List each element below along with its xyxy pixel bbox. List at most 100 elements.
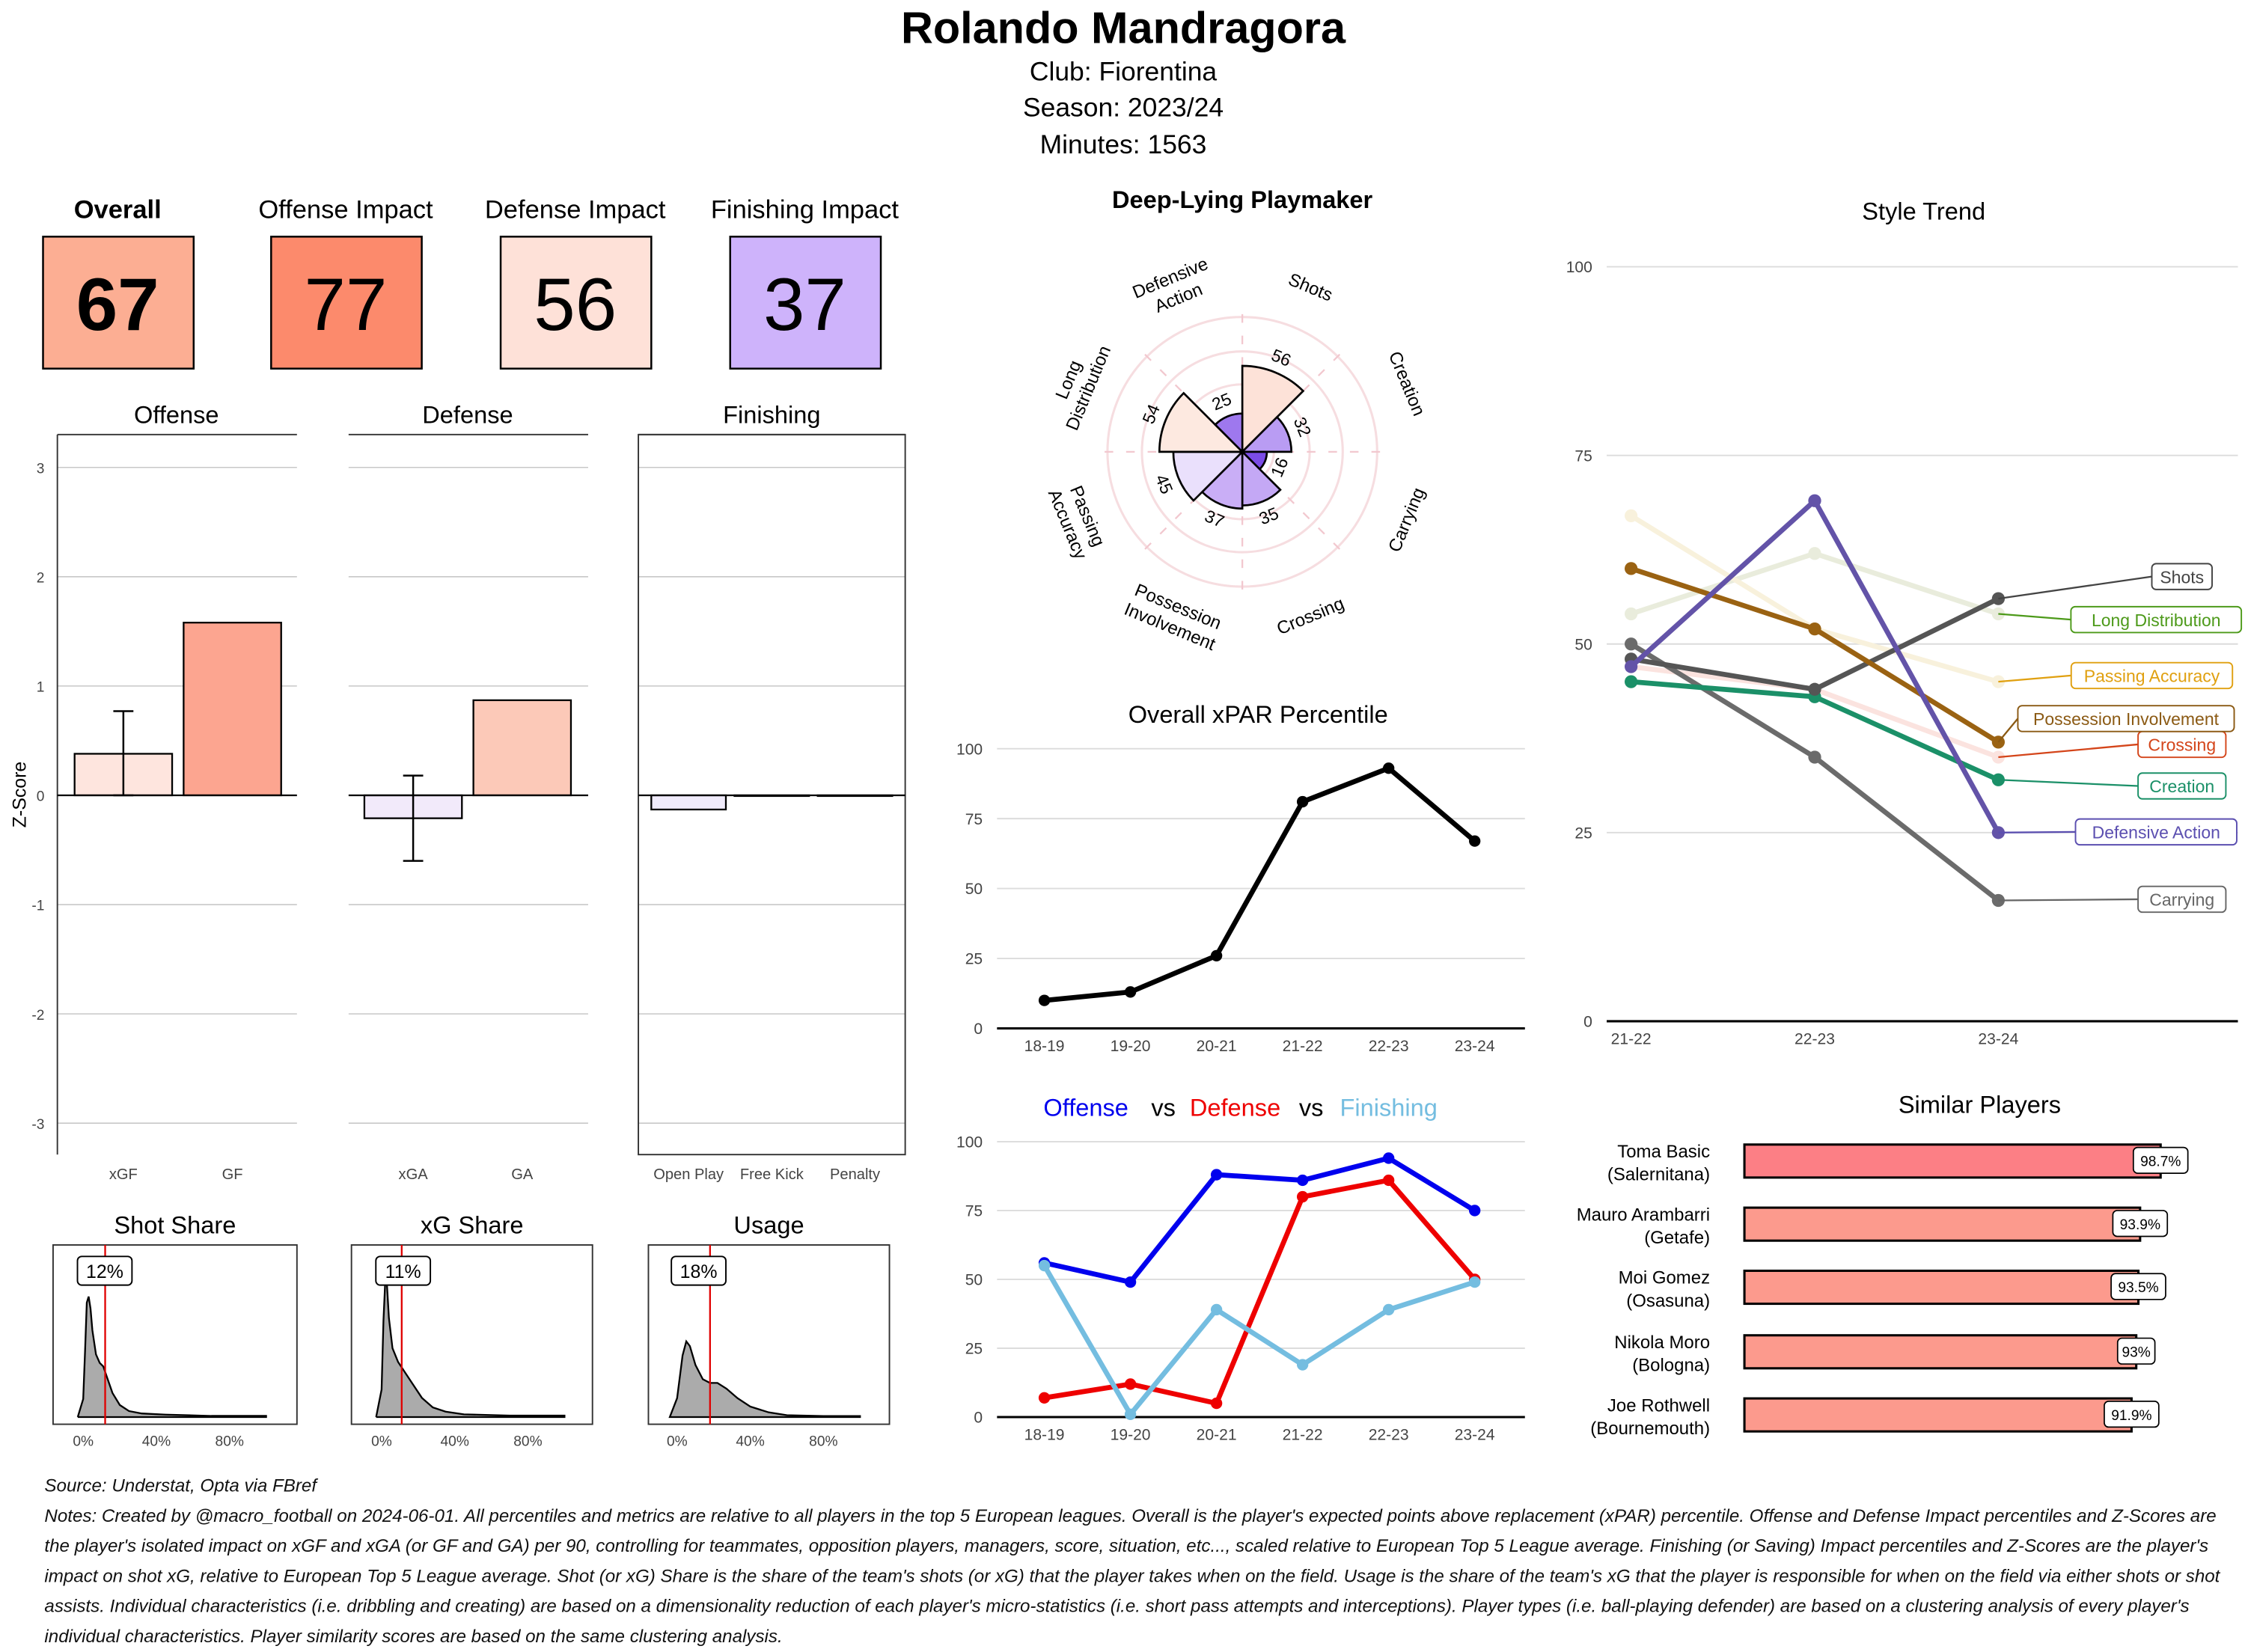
y-tick-label: 3 xyxy=(37,461,45,477)
score-card: Finishing Impact 37 xyxy=(711,195,899,370)
series-line xyxy=(1042,1264,1476,1417)
z-score-bar xyxy=(472,699,572,797)
footer: Source: Understat, Opta via FBref Notes:… xyxy=(44,1472,2232,1652)
z-score-panel-defense: Defense xGA GA xyxy=(348,402,588,1183)
label-connector xyxy=(1997,718,2019,743)
season-line: Season: 2023/24 xyxy=(1023,92,1224,122)
density-panel: Shot Share 12% 0% 40% 80% xyxy=(52,1212,298,1449)
similarity-label: 93.5% xyxy=(2118,1280,2158,1296)
data-point xyxy=(1625,675,1638,688)
source-note: Source: Understat, Opta via FBref xyxy=(44,1475,317,1496)
radar-value-label: 16 xyxy=(1267,455,1292,480)
x-tick-label: 18-19 xyxy=(1024,1038,1065,1055)
chart-title-part: vs xyxy=(1151,1094,1176,1121)
y-tick-label: 0 xyxy=(974,1410,983,1427)
label-connector xyxy=(1998,898,2139,902)
y-tick-label: 25 xyxy=(965,1341,983,1358)
radar-value-label: 32 xyxy=(1290,414,1316,440)
label-connector xyxy=(1998,779,2139,787)
chart-title-part: Defense xyxy=(1190,1094,1280,1121)
panel-title: Offense xyxy=(134,402,219,429)
score-label: Defense Impact xyxy=(485,195,666,224)
radar-value-label: 56 xyxy=(1268,345,1294,370)
y-axis-label: Z-Score xyxy=(10,762,31,828)
y-tick-label: 0 xyxy=(974,1021,983,1038)
xpar-percentile-chart: 100 75 50 25 0 18-19 19-20 20-21 21-22 22-23 23-24… xyxy=(956,701,1525,1055)
similarity-label-box xyxy=(2132,1146,2189,1174)
score-value: 56 xyxy=(534,263,617,346)
score-box xyxy=(270,236,423,370)
x-tick-label: 19-20 xyxy=(1111,1427,1151,1444)
series-label: Creation xyxy=(2149,777,2214,796)
radar-category-label: DefensiveAction xyxy=(1130,254,1220,322)
player-name-label: Toma Basic xyxy=(1617,1142,1710,1162)
y-tick-label: 0 xyxy=(37,789,45,805)
y-tick-label: 1 xyxy=(37,680,45,696)
series-label-box xyxy=(2070,661,2234,690)
similarity-label: 91.9% xyxy=(2111,1408,2151,1424)
similarity-label: 98.7% xyxy=(2140,1154,2181,1170)
label-connector xyxy=(1998,575,2152,600)
series-label: Crossing xyxy=(2148,735,2216,755)
radar-category-label: PassingAccuracy xyxy=(1044,478,1111,562)
radar-category-label: Crossing xyxy=(1274,593,1347,639)
data-point xyxy=(1382,762,1395,774)
player-type-radar: Deep-Lying Playmaker 56 Shots 32 Creation 16 C… xyxy=(1044,186,1429,655)
score-box xyxy=(499,236,653,370)
panel-title: Defense xyxy=(422,402,513,429)
radar-category-line: Crossing xyxy=(1274,593,1347,639)
series-label: Carrying xyxy=(2149,890,2214,910)
score-value: 37 xyxy=(763,263,846,346)
radar-category-label: PossessionInvolvement xyxy=(1121,579,1227,655)
radar-ring xyxy=(1140,350,1344,554)
z-score-chart: Z-Score 3 2 1 0 -1 -2 -3 Offense xGF GF Defense xGA G… xyxy=(10,402,906,1183)
radar-sector xyxy=(1158,391,1245,453)
data-point xyxy=(1808,494,1821,507)
style-trend-chart: 100 75 50 25 0 21-22 22-23 23-24 Style Trend Long… xyxy=(1566,198,2243,1048)
chart-title: Similar Players xyxy=(1899,1092,2061,1119)
x-tick-label: 22-23 xyxy=(1795,1031,1835,1048)
similar-player-row: Mauro Arambarri (Getafe) 93.9% xyxy=(1577,1205,2169,1248)
similarity-bar xyxy=(1743,1269,2140,1306)
similarity-label: 93.9% xyxy=(2120,1217,2160,1233)
density-panel: xG Share 11% 0% 40% 80% xyxy=(350,1212,593,1449)
share-density-charts: Shot Share 12% 0% 40% 80% xG Share 11% 0% 40% 80%… xyxy=(52,1212,891,1449)
data-point xyxy=(1991,826,2006,839)
value-label-box xyxy=(76,1255,133,1286)
data-point xyxy=(1469,835,1481,847)
score-card: Overall 67 xyxy=(42,195,195,370)
radar-sector xyxy=(1213,412,1244,455)
data-point xyxy=(1625,660,1638,673)
minutes-line: Minutes: 1563 xyxy=(1040,129,1207,159)
similarity-label-box xyxy=(2110,1273,2166,1300)
panel-title: xG Share xyxy=(421,1212,524,1239)
radar-sector xyxy=(1172,450,1245,502)
series-label-box xyxy=(2070,605,2243,634)
similarity-label-box xyxy=(2116,1337,2156,1365)
data-point xyxy=(1210,949,1223,961)
score-box xyxy=(729,236,882,370)
series-label: Defensive Action xyxy=(2092,822,2220,842)
score-label: Offense Impact xyxy=(258,195,433,224)
x-tick-label: GA xyxy=(511,1166,534,1183)
player-club-label: (Getafe) xyxy=(1644,1228,1710,1248)
data-point xyxy=(1210,1397,1223,1410)
radar-value-label: 35 xyxy=(1256,504,1282,529)
series-label-box xyxy=(2137,772,2227,800)
x-tick-label: 40% xyxy=(736,1434,764,1449)
y-tick-label: 75 xyxy=(965,811,983,828)
data-point xyxy=(1625,509,1638,522)
data-point xyxy=(1296,1174,1309,1187)
density-area xyxy=(668,1339,861,1419)
x-tick-label: 80% xyxy=(809,1434,837,1449)
similar-player-row: Toma Basic (Salernitana) 98.7% xyxy=(1607,1142,2189,1185)
y-tick-label: -3 xyxy=(31,1117,44,1133)
x-tick-label: xGA xyxy=(399,1166,429,1183)
density-area xyxy=(76,1296,267,1419)
y-tick-label: 50 xyxy=(965,881,983,898)
z-score-panel-offense: Offense xGF GF xyxy=(56,402,297,1183)
series-label-box xyxy=(2151,563,2213,590)
radar-category-line: Creation xyxy=(1384,349,1429,419)
score-label: Overall xyxy=(74,195,162,224)
